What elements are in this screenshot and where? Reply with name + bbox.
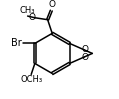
Text: O: O — [81, 53, 88, 62]
Text: O: O — [81, 45, 88, 54]
Text: O: O — [28, 13, 35, 22]
Text: OCH₃: OCH₃ — [20, 75, 42, 84]
Text: CH₃: CH₃ — [20, 6, 35, 15]
Text: Br: Br — [11, 38, 22, 48]
Text: O: O — [48, 0, 55, 9]
